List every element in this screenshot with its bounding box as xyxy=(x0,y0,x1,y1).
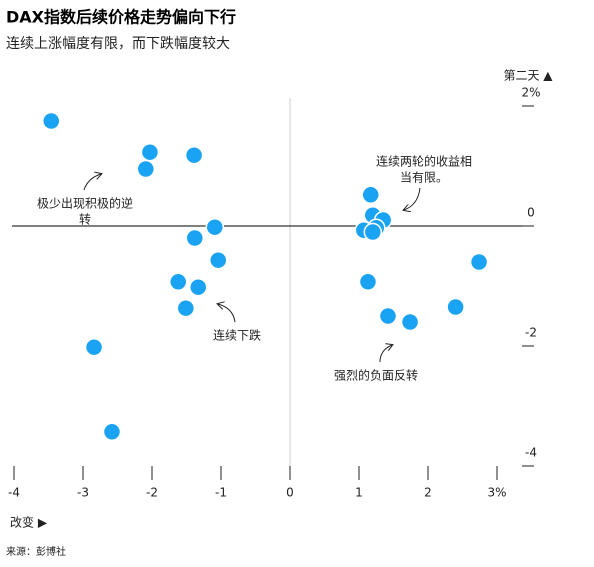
point xyxy=(400,312,420,332)
source: 来源：彭博社 xyxy=(6,545,66,558)
annotation: 转 xyxy=(79,212,91,227)
point xyxy=(84,337,104,357)
arrow xyxy=(218,304,236,323)
annotation: 连续两轮的收益相 xyxy=(376,154,472,169)
y-tick-label: -2 xyxy=(525,326,537,340)
annotation: 连续下跌 xyxy=(213,328,261,343)
arrow xyxy=(379,345,392,363)
x-tick-label: 2 xyxy=(424,486,432,500)
x-tick-label: -4 xyxy=(8,486,20,500)
point xyxy=(102,422,122,442)
point xyxy=(188,277,208,297)
y-tick-label: -4 xyxy=(525,446,537,460)
x-tick-label: -3 xyxy=(77,486,89,500)
point xyxy=(446,297,465,317)
x-tick-label: -2 xyxy=(146,486,158,500)
point xyxy=(136,159,156,179)
point xyxy=(205,217,225,237)
point xyxy=(42,111,61,131)
y-tick-label: 2% xyxy=(521,86,540,100)
point xyxy=(378,306,398,326)
annotation: 强烈的负面反转 xyxy=(334,368,418,383)
point xyxy=(140,142,160,162)
x-tick-label: 1 xyxy=(355,486,363,500)
x-tick-label: -1 xyxy=(215,486,227,500)
x-axis-label: 改变 ▶ xyxy=(10,515,48,530)
chart-title: DAX指数后续价格走势偏向下行 xyxy=(6,8,236,27)
arrow xyxy=(404,187,421,210)
point xyxy=(361,185,380,205)
y-tick-label: 0 xyxy=(527,206,535,220)
point xyxy=(168,272,188,292)
annotation: 极少出现积极的逆 xyxy=(37,196,133,211)
x-tick-label: 0 xyxy=(286,486,294,500)
point xyxy=(363,222,383,242)
point xyxy=(176,298,196,318)
point xyxy=(469,252,489,272)
x-tick-label: 3% xyxy=(487,486,506,500)
point xyxy=(208,250,228,270)
point xyxy=(358,272,378,292)
point xyxy=(184,145,204,165)
chart-subtitle: 连续上涨幅度有限，而下跌幅度较大 xyxy=(6,35,230,52)
y-axis-label: 第二天 ▲ xyxy=(503,69,553,83)
annotation: 当有限。 xyxy=(400,171,448,185)
arrow xyxy=(83,174,101,191)
point xyxy=(185,228,205,248)
